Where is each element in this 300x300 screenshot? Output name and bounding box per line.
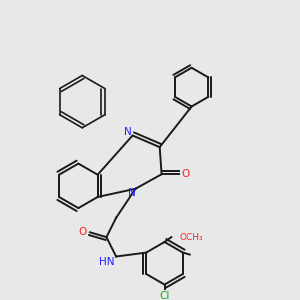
Text: OCH₃: OCH₃ (179, 232, 203, 242)
Text: HN: HN (99, 257, 114, 267)
Text: N: N (128, 188, 136, 198)
Text: O: O (78, 227, 86, 237)
Text: N: N (124, 127, 132, 136)
Text: O: O (182, 169, 190, 179)
Text: Cl: Cl (159, 291, 170, 300)
